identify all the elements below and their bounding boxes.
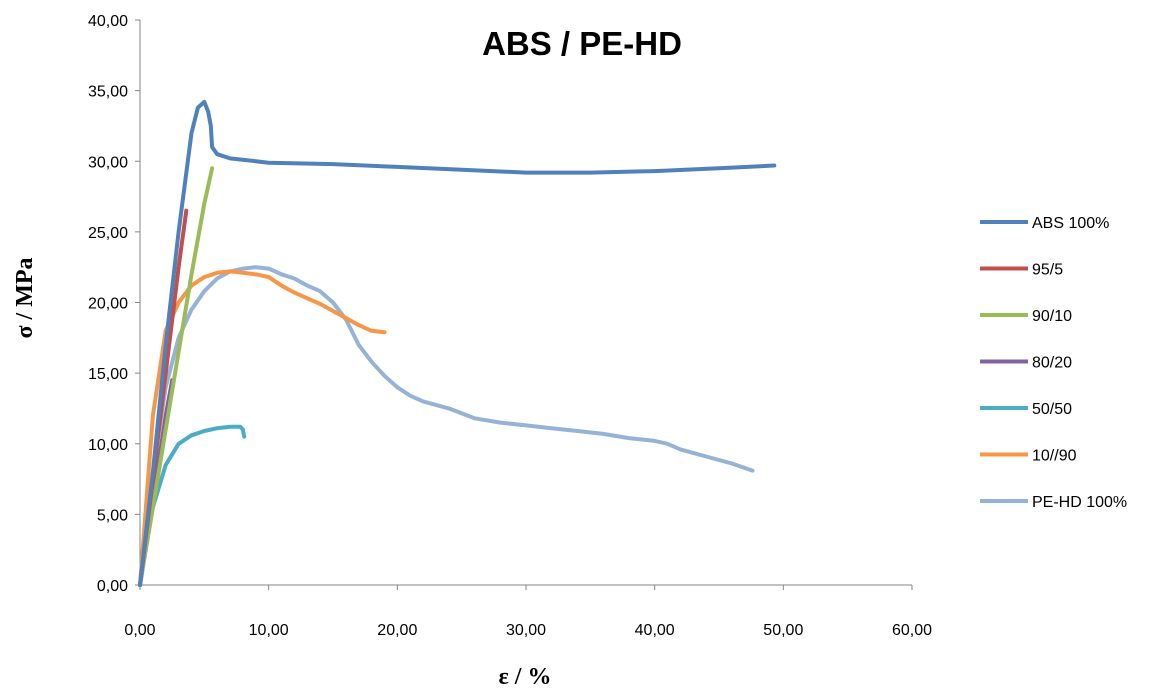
x-tick-label: 40,00 xyxy=(635,622,675,639)
y-tick-label: 25,00 xyxy=(88,225,128,242)
y-tick-label: 20,00 xyxy=(88,296,128,313)
x-tick-label: 50,00 xyxy=(763,622,803,639)
legend: ABS 100% 95/5 90/10 80/20 50/50 10//90 PE-HD 1… xyxy=(980,215,1127,511)
y-axis-label: σ / MPa xyxy=(12,257,38,338)
y-tick-label: 10,00 xyxy=(88,437,128,454)
y-tick-label: 30,00 xyxy=(88,154,128,171)
x-tick-label: 30,00 xyxy=(506,622,546,639)
series-line-6 xyxy=(138,265,755,587)
legend-label: ABS 100% xyxy=(1032,215,1109,232)
y-tick-label: 0,00 xyxy=(97,578,128,595)
legend-label: 10//90 xyxy=(1032,448,1077,465)
series-line-5 xyxy=(138,269,387,587)
axes: 0,00 5,00 10,00 15,00 20,00 25,00 30,00 35,00 40… xyxy=(88,13,932,639)
x-tick-label: 60,00 xyxy=(892,622,932,639)
legend-label: 80/20 xyxy=(1032,355,1072,372)
x-tick-label: 0,00 xyxy=(124,622,155,639)
x-axis-label: ε / % xyxy=(499,664,552,690)
series-layer xyxy=(138,99,777,587)
x-tick-label: 10,00 xyxy=(249,622,289,639)
y-tick-label: 40,00 xyxy=(88,13,128,30)
legend-label: 50/50 xyxy=(1032,401,1072,418)
y-tick-label: 35,00 xyxy=(88,84,128,101)
y-tick-label: 5,00 xyxy=(97,507,128,524)
legend-label: PE-HD 100% xyxy=(1032,494,1127,511)
y-tick-label: 15,00 xyxy=(88,366,128,383)
legend-label: 95/5 xyxy=(1032,262,1063,279)
series-line-2 xyxy=(138,166,215,587)
series-line-0 xyxy=(138,99,777,587)
x-tick-label: 20,00 xyxy=(377,622,417,639)
legend-label: 90/10 xyxy=(1032,308,1072,325)
chart-title: ABS / PE-HD xyxy=(482,25,682,62)
